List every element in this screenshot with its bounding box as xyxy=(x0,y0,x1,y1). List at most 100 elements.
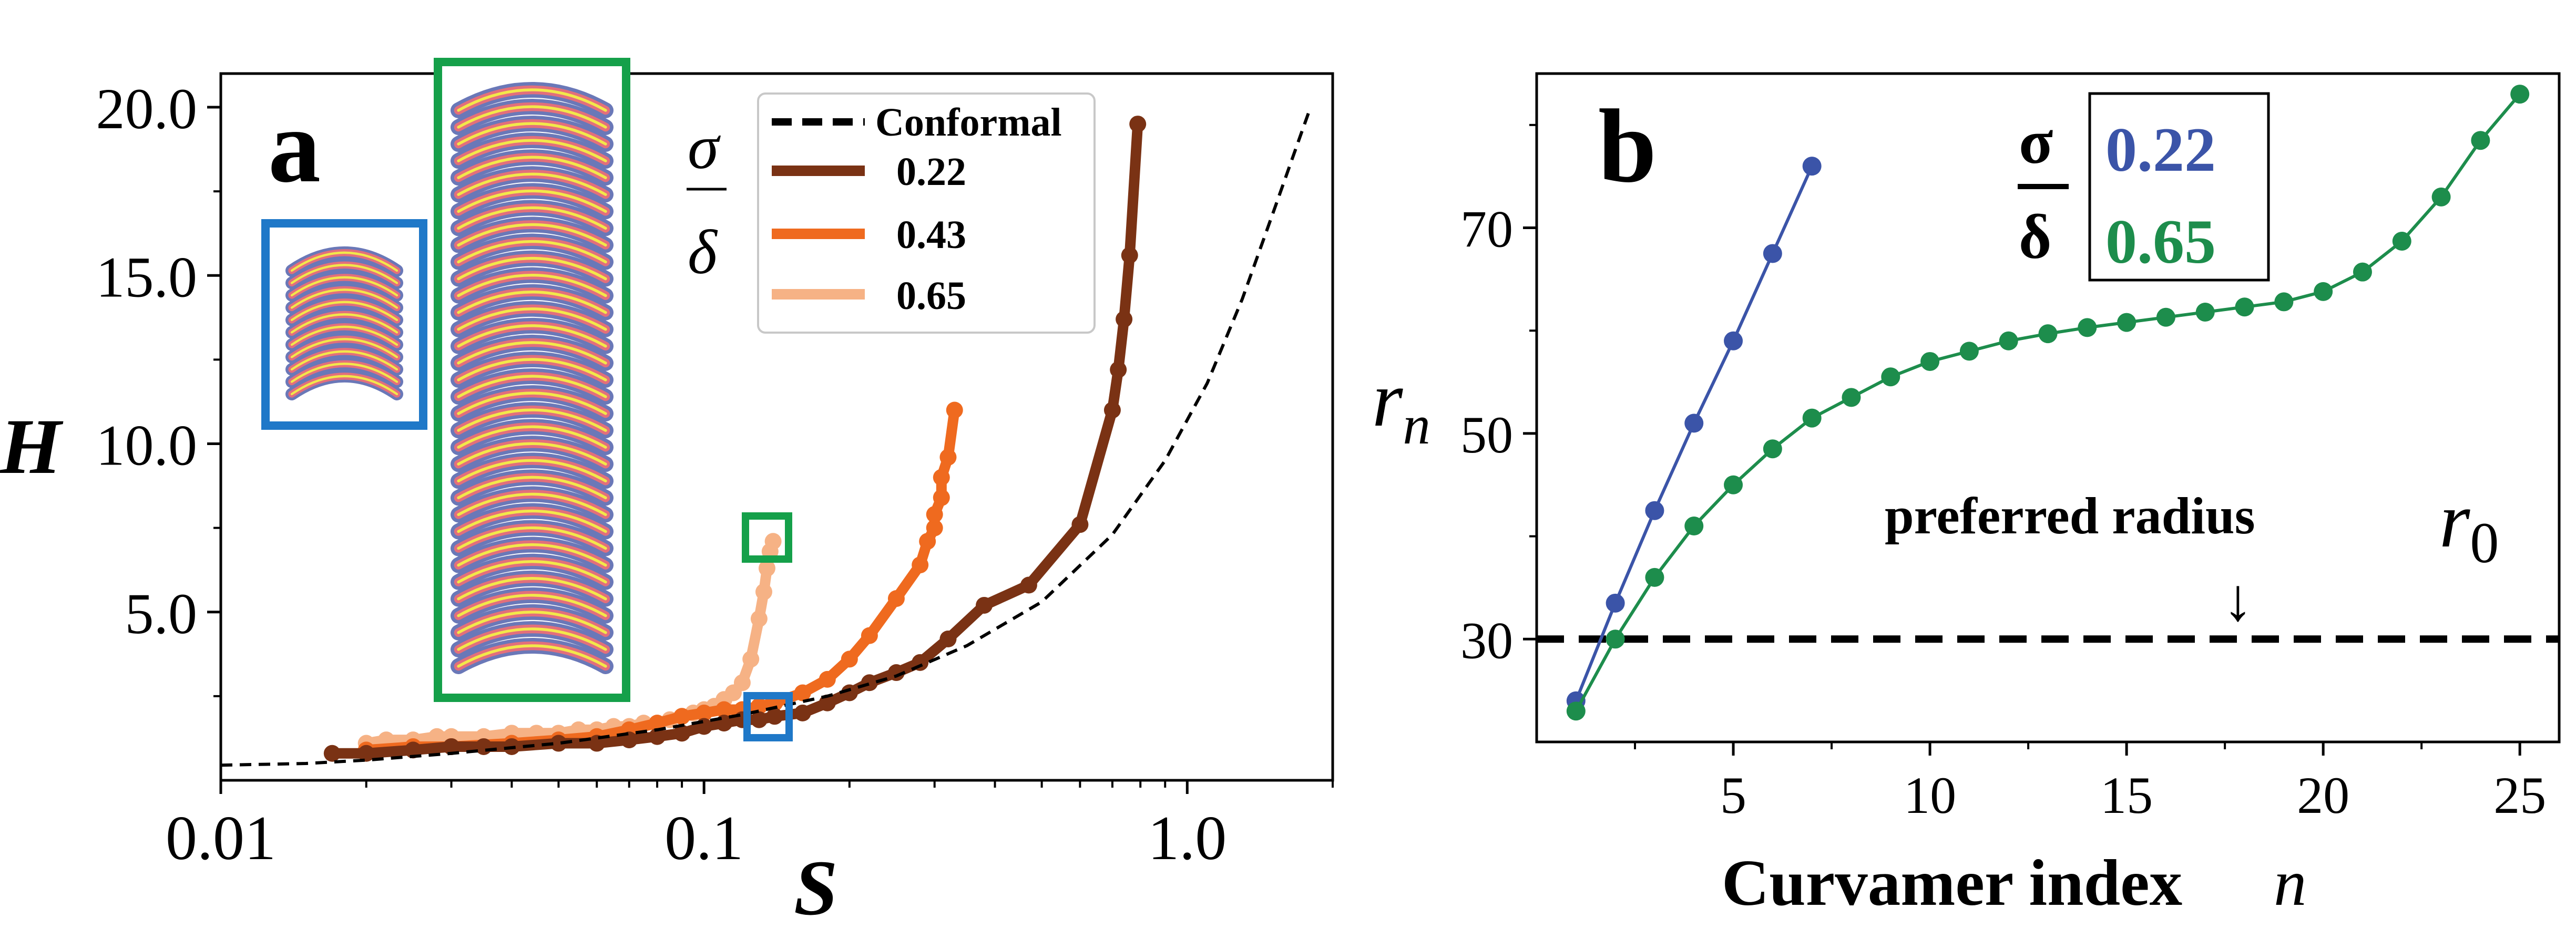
data-point-065 xyxy=(2038,324,2058,344)
marker-square-blue xyxy=(743,692,793,741)
panel-b-xlabel-n: n xyxy=(2274,847,2307,920)
data-point-065 xyxy=(758,560,775,577)
data-point-065 xyxy=(2117,313,2137,332)
curvamer-arc xyxy=(457,375,607,398)
curvamer-arc xyxy=(457,526,607,550)
data-point-022 xyxy=(1071,516,1089,533)
panel-a-axes-frame xyxy=(219,72,1334,782)
data-point-065 xyxy=(742,651,760,668)
panel-b-ytick-label: 30 xyxy=(1460,611,1513,669)
data-point-022 xyxy=(649,728,666,745)
panel-a-xlabel: S xyxy=(794,844,837,929)
curvamer-arc xyxy=(290,338,398,358)
panel-b-ylabel-sub: n xyxy=(1403,394,1430,456)
data-point-065 xyxy=(2471,131,2490,150)
inset-short-stack-curvamers xyxy=(285,246,403,400)
panel-b-xtick-label: 20 xyxy=(2297,766,2349,824)
preferred-radius-symbol-sub: 0 xyxy=(2470,511,2499,575)
data-point-065 xyxy=(1724,475,1743,494)
data-point-022 xyxy=(887,664,905,682)
preferred-radius-arrow: ↓ xyxy=(2223,566,2253,633)
data-point-022 xyxy=(550,735,567,752)
data-point-043 xyxy=(926,519,943,536)
data-point-022 xyxy=(323,745,341,762)
curvamer-arc xyxy=(290,276,398,297)
panel-b-label: b xyxy=(1598,88,1657,204)
data-point-065 xyxy=(1999,331,2018,350)
curvamer-arc xyxy=(457,560,607,584)
curvamer-arc xyxy=(457,240,607,264)
data-point-065 xyxy=(764,533,782,550)
data-point-065 xyxy=(2431,187,2451,207)
preferred-radius-symbol: r0 xyxy=(2439,477,2499,575)
curvamer-arc xyxy=(457,189,607,213)
curvamer-arc xyxy=(457,644,607,668)
data-point-022 xyxy=(976,596,993,614)
panel-a-ticks: 0.01 0.1 1.0 5.0 10.0 15.0 20.0 xyxy=(96,77,1334,873)
data-point-065 xyxy=(2195,303,2215,322)
legend-label-022: 0.22 xyxy=(896,150,966,194)
curvamer-arc xyxy=(290,313,398,334)
curvamer-arc xyxy=(290,288,398,309)
data-point-022 xyxy=(1103,401,1121,419)
curvamer-arc xyxy=(457,307,607,331)
panel-a-ytick-label: 20.0 xyxy=(96,77,198,141)
data-point-043 xyxy=(919,533,936,550)
panel-b-ticks: 5 10 15 20 25 30 50 70 xyxy=(1460,123,2546,824)
panel-b-ylabel-r: r xyxy=(1372,356,1403,443)
curvamer-arc xyxy=(457,442,607,466)
curvamer-arc xyxy=(457,408,607,432)
data-point-065 xyxy=(1763,439,1782,459)
curvamer-arc xyxy=(457,156,607,179)
data-point-043 xyxy=(912,556,929,574)
curvamer-arc xyxy=(290,350,398,371)
curvamer-arc xyxy=(457,543,607,567)
data-point-022 xyxy=(1802,157,1822,176)
data-point-065 xyxy=(750,610,768,627)
panel-a-ylabel: H xyxy=(0,403,64,490)
data-point-065 xyxy=(1606,629,1625,649)
panel-a-xtick-label: 0.01 xyxy=(166,803,276,873)
data-point-065 xyxy=(2353,262,2372,282)
data-point-022 xyxy=(475,738,493,755)
curvamer-arc xyxy=(457,358,607,381)
data-point-022 xyxy=(861,674,878,691)
data-point-065 xyxy=(1684,517,1704,536)
curvamer-arc xyxy=(457,172,607,197)
data-point-065 xyxy=(1920,352,1940,371)
panel-b-legend-delta: δ xyxy=(2019,201,2051,271)
curvamer-arc xyxy=(457,256,607,281)
data-point-022 xyxy=(1645,501,1664,520)
legend-label-conformal: Conformal xyxy=(875,100,1062,144)
data-point-022 xyxy=(1724,331,1743,350)
data-point-065 xyxy=(428,728,446,745)
data-point-065 xyxy=(2274,292,2294,312)
data-point-043 xyxy=(861,627,878,644)
data-point-043 xyxy=(819,670,836,688)
data-point-065 xyxy=(1881,367,1900,387)
curvamer-arc xyxy=(457,341,607,365)
curvamer-arc xyxy=(457,105,607,129)
curvamer-arc xyxy=(457,206,607,230)
data-point-022 xyxy=(696,718,713,735)
preferred-radius-label: preferred radius xyxy=(1885,487,2255,545)
curvamer-arc xyxy=(457,324,607,348)
data-point-043 xyxy=(715,701,733,718)
curvamer-arc xyxy=(290,363,398,383)
panel-b-xlabel: Curvamer index xyxy=(1722,847,2182,920)
panel-b-axes-frame xyxy=(1535,72,2561,744)
panel-a-xtick-label: 0.1 xyxy=(665,803,743,873)
panel-a-ytick-label: 5.0 xyxy=(125,582,198,646)
data-point-043 xyxy=(933,469,950,486)
curvamer-arc xyxy=(457,223,607,247)
data-point-022 xyxy=(1129,116,1147,133)
data-point-065 xyxy=(1959,342,1979,361)
curvamer-arc xyxy=(457,291,607,314)
marker-square-green xyxy=(742,512,792,563)
panel-a: 0.01 0.1 1.0 5.0 10.0 15.0 20.0 a H S σ δ Conf… xyxy=(0,58,1334,929)
curvamer-arc xyxy=(290,325,398,346)
data-point-022 xyxy=(1121,246,1138,264)
panel-a-label: a xyxy=(268,88,321,204)
curvamer-arc xyxy=(457,391,607,415)
data-point-022 xyxy=(766,708,783,725)
